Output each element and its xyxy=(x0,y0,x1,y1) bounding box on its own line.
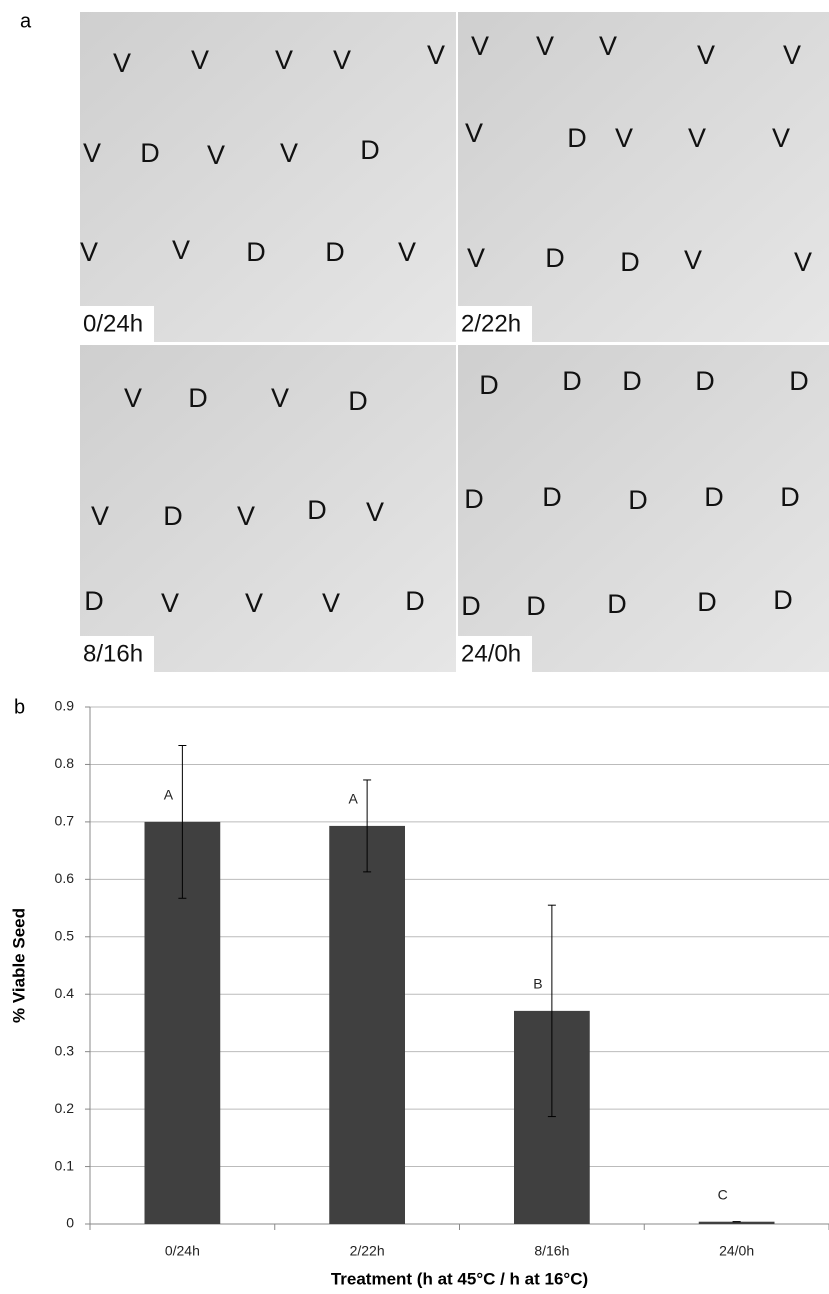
x-tick-label: 8/16h xyxy=(534,1243,569,1259)
x-tick-label: 0/24h xyxy=(165,1243,200,1259)
seed-label: V xyxy=(124,383,142,413)
seed-label: D xyxy=(307,495,327,525)
seed-label: D xyxy=(360,135,380,165)
figure: a b VVVVVVDVVDVVDDV0/24hVVVVVVDVVVVDDVV2… xyxy=(0,0,829,1294)
seed-label: V xyxy=(697,40,715,70)
x-tick-label: 2/22h xyxy=(350,1243,385,1259)
y-tick-label: 0 xyxy=(66,1215,74,1231)
seed-label: V xyxy=(783,40,801,70)
seed-label: D xyxy=(789,366,809,396)
y-tick-label: 0.9 xyxy=(55,698,75,714)
seed-label: D xyxy=(545,243,565,273)
y-tick-label: 0.2 xyxy=(55,1100,75,1116)
seed-label: D xyxy=(348,386,368,416)
seed-label: D xyxy=(188,383,208,413)
seed-label: D xyxy=(620,247,640,277)
y-tick-label: 0.4 xyxy=(55,985,75,1001)
seed-label: V xyxy=(237,501,255,531)
seed-label: V xyxy=(688,123,706,153)
y-axis-title: % Viable Seed xyxy=(9,908,28,1023)
seed-label: V xyxy=(191,45,209,75)
seed-label: D xyxy=(695,366,715,396)
seed-label: D xyxy=(479,370,499,400)
y-tick-label: 0.5 xyxy=(55,927,75,943)
seed-label: D xyxy=(628,485,648,515)
seed-label: D xyxy=(773,585,793,615)
seed-label: D xyxy=(84,586,104,616)
seed-label: V xyxy=(684,245,702,275)
y-tick-label: 0.8 xyxy=(55,755,75,771)
x-tick-label: 24/0h xyxy=(719,1243,754,1259)
y-tick-label: 0.1 xyxy=(55,1157,75,1173)
significance-label: C xyxy=(718,1186,728,1202)
seed-label: V xyxy=(465,118,483,148)
seed-label: V xyxy=(398,237,416,267)
y-tick-label: 0.3 xyxy=(55,1042,75,1058)
seed-label: V xyxy=(427,40,445,70)
seed-label: V xyxy=(275,45,293,75)
seed-label: V xyxy=(161,588,179,618)
bar xyxy=(329,826,405,1224)
panel-label: 2/22h xyxy=(461,310,521,337)
seed-label: V xyxy=(172,235,190,265)
seed-label: V xyxy=(280,138,298,168)
seed-label: D xyxy=(461,591,481,621)
x-axis-title: Treatment (h at 45°C / h at 16°C) xyxy=(331,1269,588,1288)
seed-label: D xyxy=(246,237,266,267)
seed-label: V xyxy=(471,31,489,61)
seed-label: V xyxy=(794,247,812,277)
seed-label: D xyxy=(562,366,582,396)
seed-label: D xyxy=(542,482,562,512)
figure-label: b xyxy=(14,696,25,718)
seed-label: V xyxy=(83,138,101,168)
seed-label: V xyxy=(322,588,340,618)
seed-label: V xyxy=(271,383,289,413)
significance-label: A xyxy=(164,787,174,803)
seed-label: D xyxy=(622,366,642,396)
seed-label: D xyxy=(526,591,546,621)
page: a b VVVVVVDVVDVVDDV0/24hVVVVVVDVVVVDDVV2… xyxy=(0,0,829,1294)
figure-label: a xyxy=(20,10,32,32)
seed-label: V xyxy=(366,497,384,527)
panel-label: 0/24h xyxy=(83,310,143,337)
y-tick-label: 0.6 xyxy=(55,870,75,886)
seed-label: V xyxy=(599,31,617,61)
seed-label: V xyxy=(245,588,263,618)
seed-label: V xyxy=(615,123,633,153)
seed-label: D xyxy=(780,482,800,512)
photo-panel xyxy=(458,12,829,342)
seed-label: V xyxy=(207,140,225,170)
panel-label: 8/16h xyxy=(83,640,143,667)
significance-label: B xyxy=(533,976,542,992)
panel-label: 24/0h xyxy=(461,640,521,667)
seed-label: V xyxy=(113,48,131,78)
seed-label: D xyxy=(163,501,183,531)
seed-label: D xyxy=(704,482,724,512)
seed-label: V xyxy=(333,45,351,75)
seed-label: D xyxy=(405,586,425,616)
seed-label: D xyxy=(140,138,160,168)
y-tick-label: 0.7 xyxy=(55,813,75,829)
seed-label: D xyxy=(697,587,717,617)
photo-panel xyxy=(80,12,456,342)
seed-label: D xyxy=(325,237,345,267)
seed-label: V xyxy=(91,501,109,531)
significance-label: A xyxy=(348,791,358,807)
seed-label: V xyxy=(536,31,554,61)
seed-label: V xyxy=(467,243,485,273)
seed-label: D xyxy=(464,484,484,514)
seed-label: V xyxy=(772,123,790,153)
seed-label: V xyxy=(80,237,98,267)
seed-label: D xyxy=(567,123,587,153)
seed-label: D xyxy=(607,589,627,619)
